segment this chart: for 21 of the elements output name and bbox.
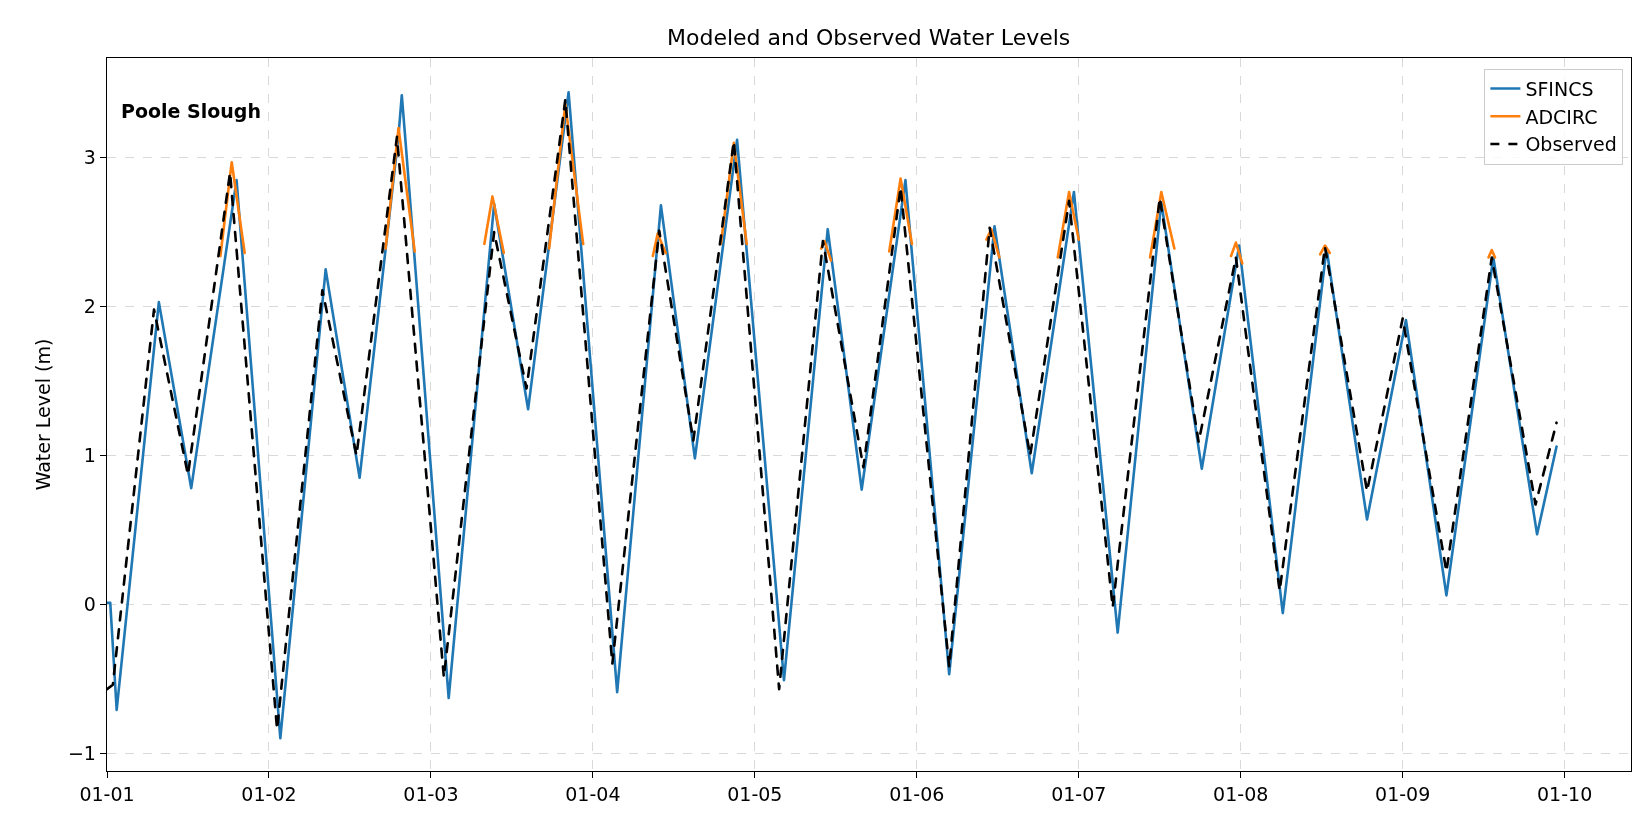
legend-label: ADCIRC [1525, 105, 1598, 128]
y-axis-title: Water Level (m) [31, 338, 54, 491]
legend-label: SFINCS [1525, 77, 1594, 100]
x-tick-label: 01-01 [79, 783, 135, 806]
annotation: Poole Slough [121, 100, 261, 122]
y-tick-label: 0 [83, 592, 96, 615]
x-tick-label: 01-03 [403, 783, 459, 806]
x-tick-label: 01-07 [1051, 783, 1107, 806]
x-tick-label: 01-09 [1375, 783, 1431, 806]
x-tick-label: 01-05 [727, 783, 783, 806]
legend-label: Observed [1525, 133, 1617, 156]
chart-title: Modeled and Observed Water Levels [667, 24, 1071, 50]
y-tick-label: 3 [83, 146, 96, 169]
x-tick-label: 01-04 [565, 783, 621, 806]
x-tick-label: 01-08 [1213, 783, 1269, 806]
x-tick-label: 01-06 [889, 783, 945, 806]
x-tick-label: 01-02 [241, 783, 297, 806]
x-tick-label: 01-10 [1537, 783, 1593, 806]
y-tick-label: 2 [83, 295, 96, 318]
y-tick-label: 1 [83, 444, 96, 467]
y-tick-label: −1 [67, 741, 96, 764]
